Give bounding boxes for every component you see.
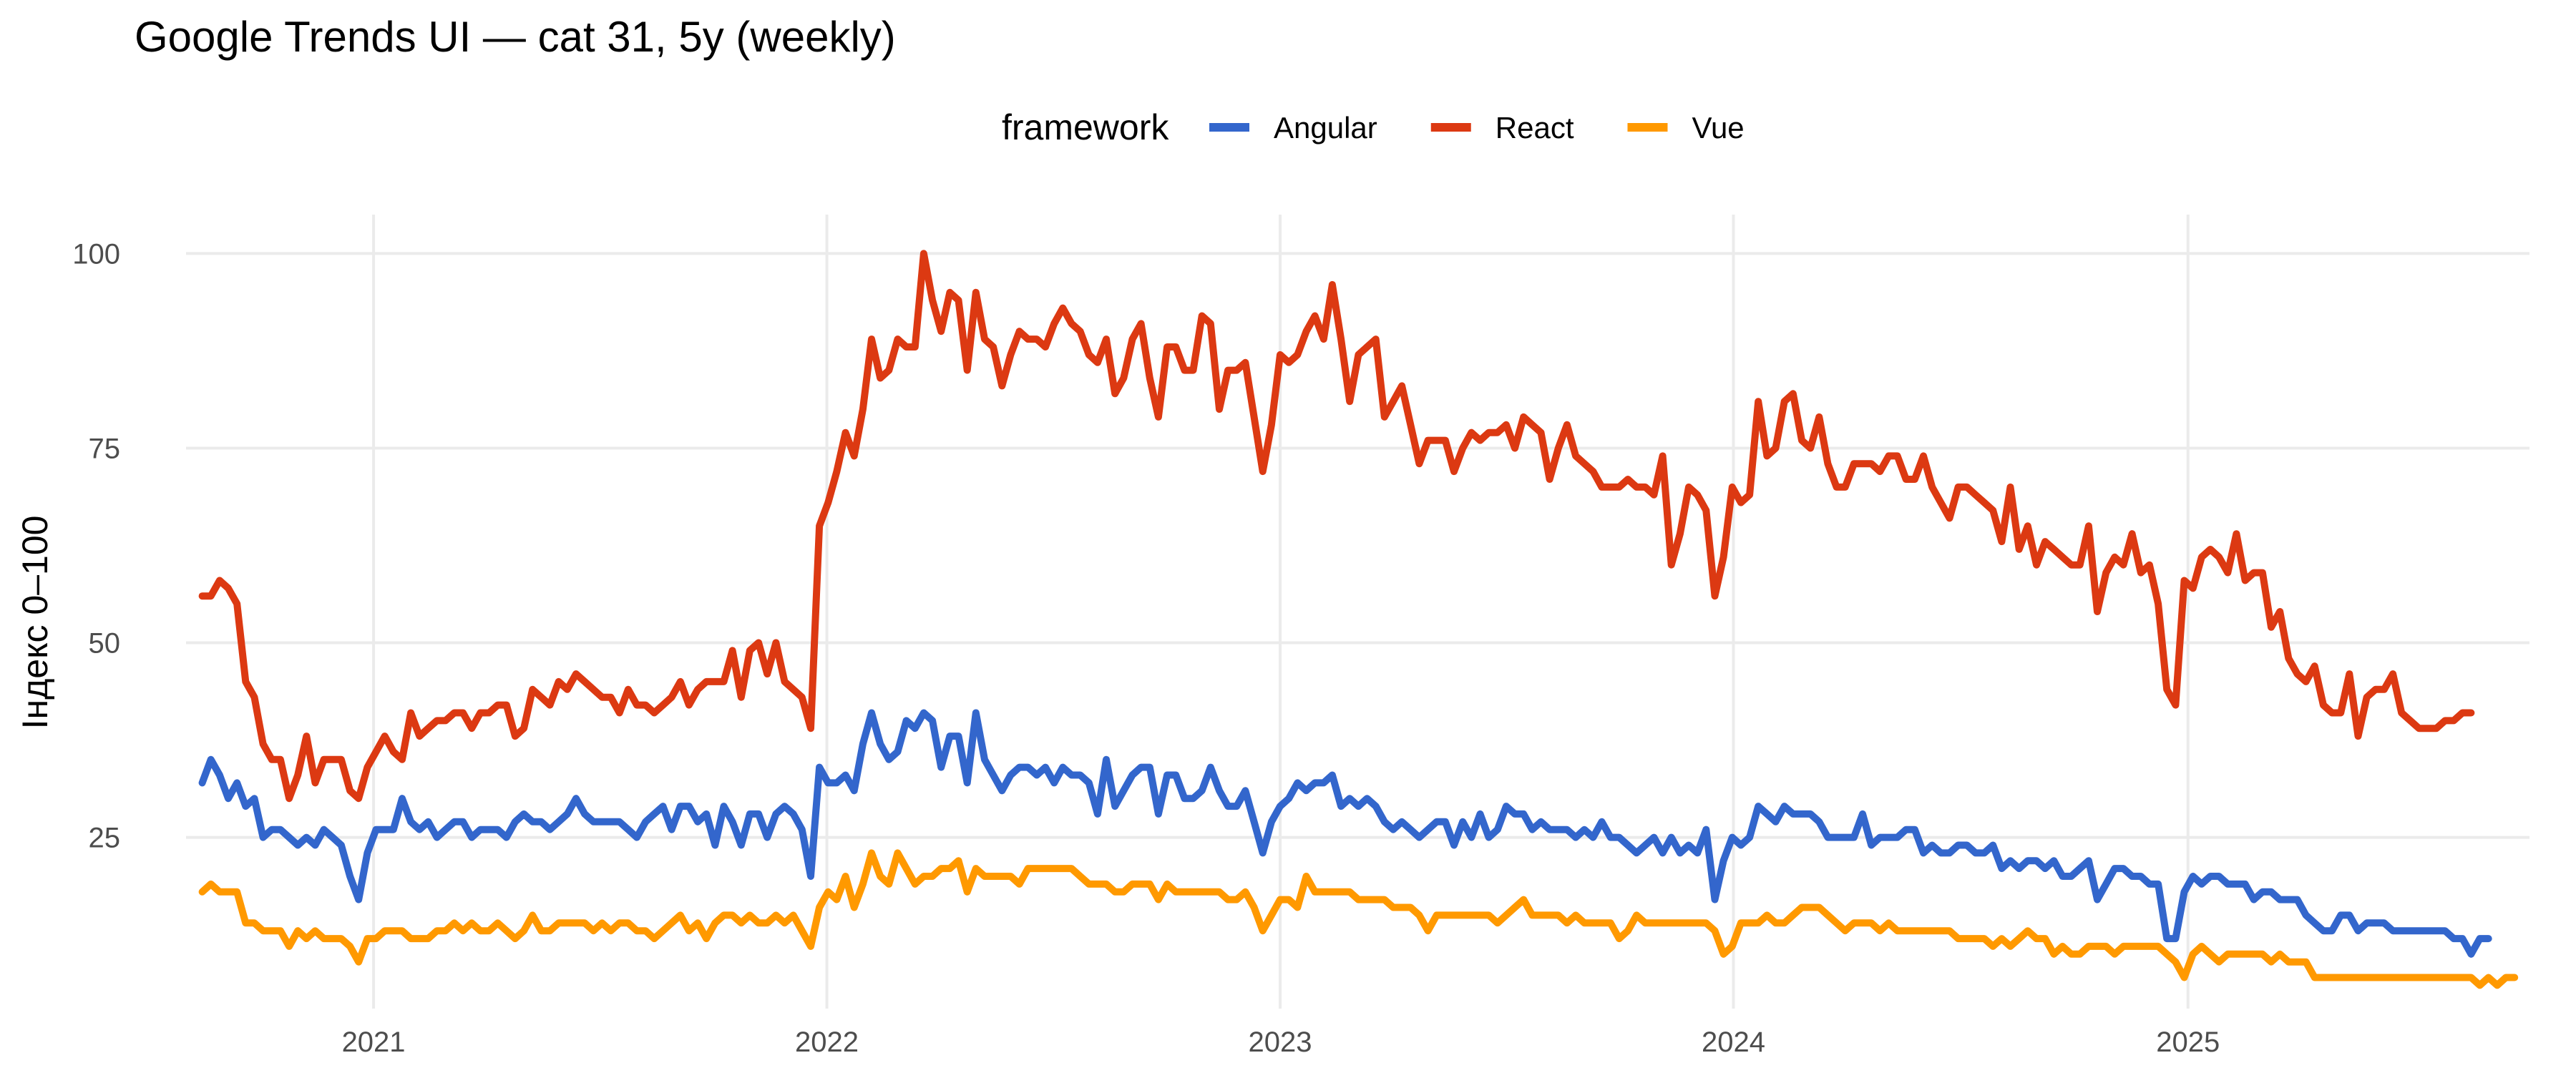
legend-label-react: React [1496, 111, 1574, 144]
series-line-angular [198, 709, 2492, 958]
series-lines [198, 250, 2519, 989]
x-tick-label-2022: 2022 [795, 1027, 859, 1058]
x-gridlines [372, 215, 2190, 1009]
y-tick-label-25: 25 [89, 823, 121, 854]
y-tick-label-50: 50 [89, 628, 121, 660]
y-tick-labels: 25 50 75 100 [72, 238, 120, 853]
y-gridlines [186, 252, 2529, 839]
series-line-vue [198, 849, 2519, 989]
chart-title: Google Trends UI — cat 31, 5y (weekly) [135, 13, 896, 61]
x-tick-label-2025: 2025 [2156, 1027, 2220, 1058]
x-tick-label-2021: 2021 [342, 1027, 406, 1058]
legend-label-angular: Angular [1274, 111, 1377, 144]
y-axis-title: Індекс 0–100 [15, 516, 55, 730]
legend: framework Angular React Vue [1002, 107, 1745, 147]
y-tick-label-100: 100 [72, 238, 120, 270]
series-line-react [198, 250, 2475, 803]
x-tick-labels: 2021 2022 2023 2024 2025 [342, 1027, 2220, 1058]
x-tick-label-2024: 2024 [1702, 1027, 1765, 1058]
legend-title: framework [1002, 107, 1169, 147]
y-tick-label-75: 75 [89, 433, 121, 464]
x-tick-label-2023: 2023 [1249, 1027, 1312, 1058]
legend-label-vue: Vue [1692, 111, 1744, 144]
